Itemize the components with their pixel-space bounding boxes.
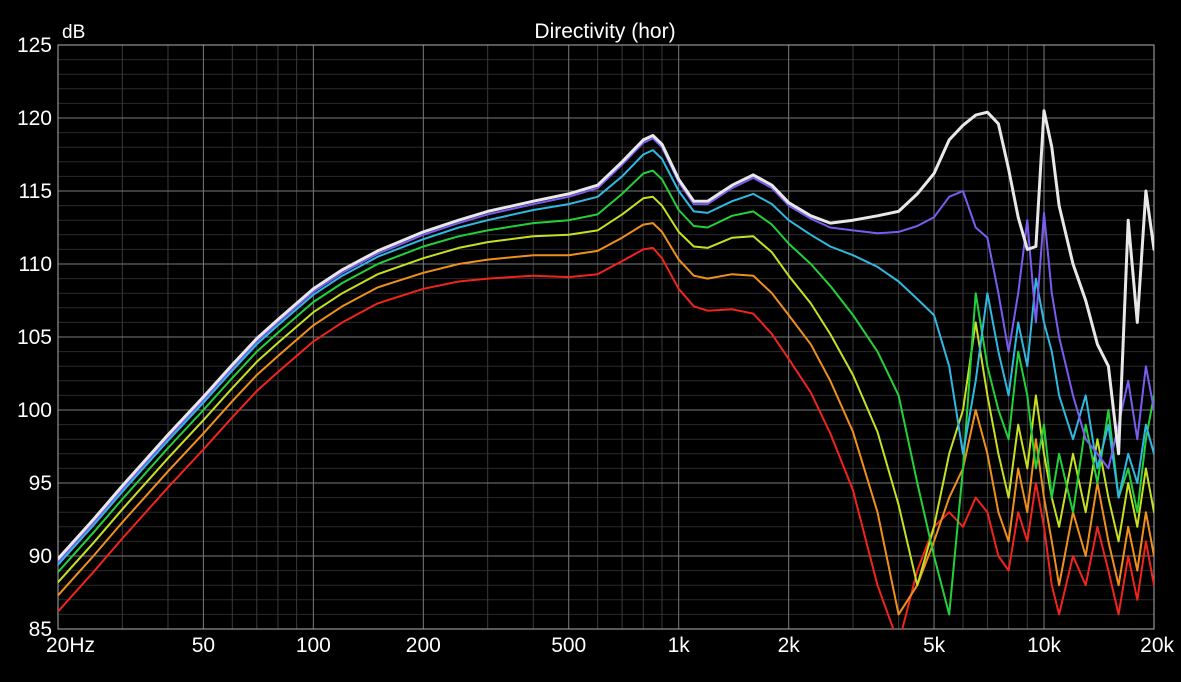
grid bbox=[57, 44, 1155, 630]
series-line bbox=[58, 222, 1154, 616]
x-tick-label: 1k bbox=[668, 634, 691, 657]
y-tick-label: 95 bbox=[29, 472, 52, 495]
y-tick-label: 105 bbox=[17, 326, 52, 349]
series-line bbox=[58, 246, 1154, 629]
series-line bbox=[58, 149, 1154, 566]
x-tick-label: 20Hz bbox=[46, 634, 95, 657]
axis-labels: 85 90 95 100 105 110 115 120 125 20Hz 50 100 200 500 1… bbox=[17, 34, 1175, 657]
x-tick-label: 100 bbox=[296, 634, 331, 657]
x-tick-label: 10k bbox=[1027, 634, 1061, 657]
series-line bbox=[58, 109, 1154, 561]
x-tick-label: 20k bbox=[1140, 634, 1174, 657]
y-tick-label: 90 bbox=[29, 545, 52, 568]
x-tick-label: 200 bbox=[406, 634, 441, 657]
x-tick-label: 500 bbox=[551, 634, 586, 657]
x-tick-label: 50 bbox=[192, 634, 215, 657]
series-line bbox=[58, 169, 1154, 616]
series-line bbox=[58, 137, 1154, 563]
y-tick-label: 120 bbox=[17, 107, 52, 130]
plot-frame bbox=[57, 44, 1155, 630]
series-line bbox=[58, 195, 1154, 587]
y-tick-label: 125 bbox=[17, 34, 52, 57]
y-tick-label: 100 bbox=[17, 399, 52, 422]
plot-area bbox=[58, 109, 1154, 629]
y-tick-label: 85 bbox=[29, 618, 52, 641]
x-tick-label: 2k bbox=[778, 634, 801, 657]
chart-title: Directivity (hor) bbox=[534, 20, 675, 43]
y-tick-label: 110 bbox=[19, 253, 52, 276]
x-tick-label: 5k bbox=[923, 634, 946, 657]
y-axis-unit: dB bbox=[62, 22, 85, 43]
y-tick-label: 115 bbox=[19, 180, 52, 203]
